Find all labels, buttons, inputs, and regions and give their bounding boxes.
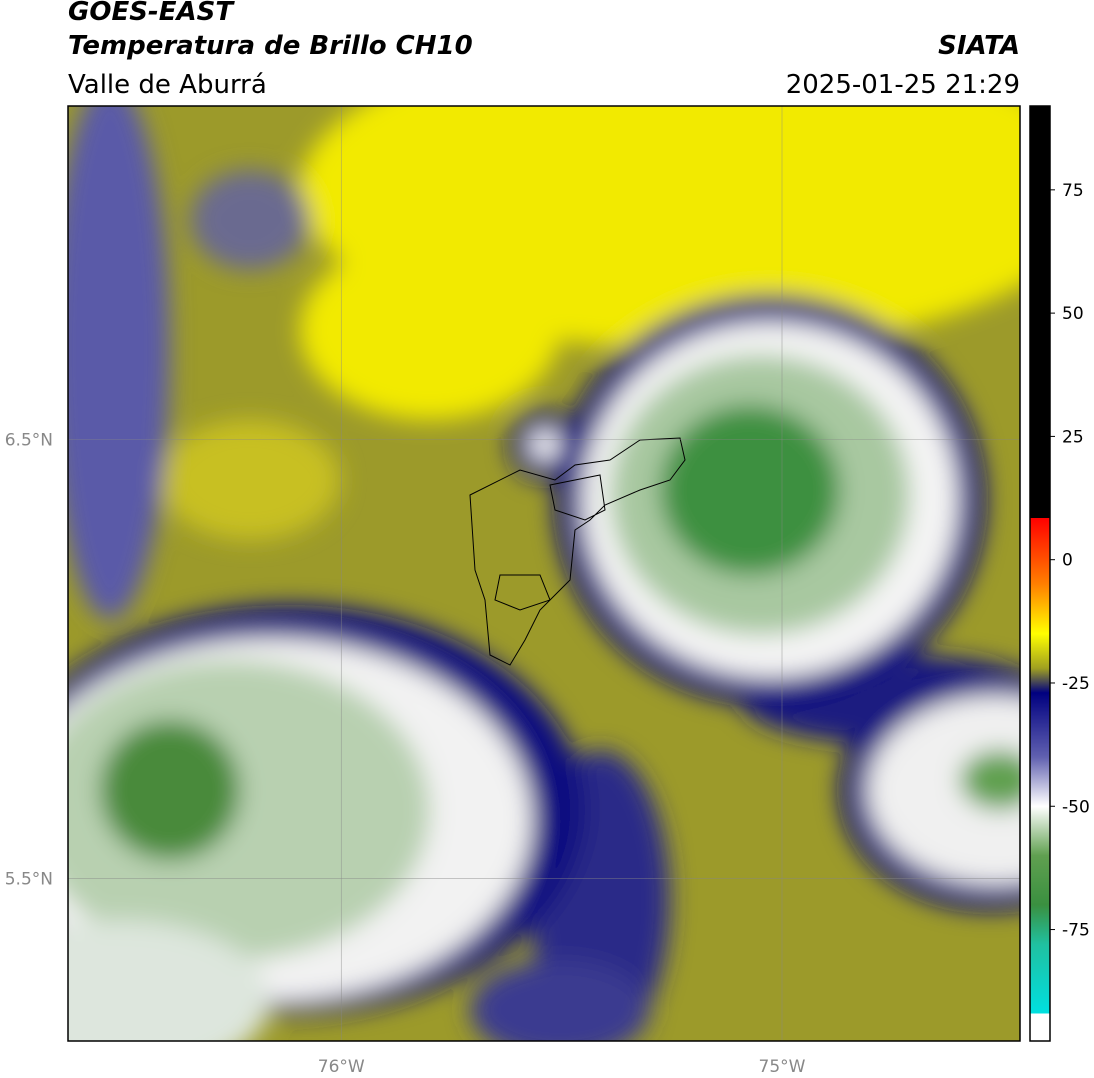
- colorbar-tick-label: -75: [1062, 921, 1090, 941]
- colorbar-tick-label: 0: [1062, 551, 1073, 571]
- satellite-image: [68, 106, 1020, 1041]
- y-tick-label: 5.5°N: [5, 870, 53, 890]
- x-tick-label: 75°W: [759, 1057, 806, 1077]
- product: Temperatura de Brillo CH10: [68, 31, 473, 61]
- map-frame: [67, 105, 1021, 1042]
- x-tick-label: 76°W: [318, 1057, 365, 1077]
- colorbar-tick-label: 50: [1062, 304, 1084, 324]
- satellite: GOES-EAST: [68, 0, 235, 27]
- region: Valle de Aburrá: [68, 70, 267, 100]
- y-tick-label: 6.5°N: [5, 431, 53, 451]
- colorbar: [1029, 105, 1051, 1042]
- datetime: 2025-01-25 21:29: [786, 70, 1020, 100]
- source: SIATA: [938, 31, 1020, 61]
- colorbar-tick-label: -25: [1062, 674, 1090, 694]
- colorbar-tick-label: 75: [1062, 181, 1084, 201]
- colorbar-tick-label: 25: [1062, 427, 1084, 447]
- colorbar-tick-label: -50: [1062, 797, 1090, 817]
